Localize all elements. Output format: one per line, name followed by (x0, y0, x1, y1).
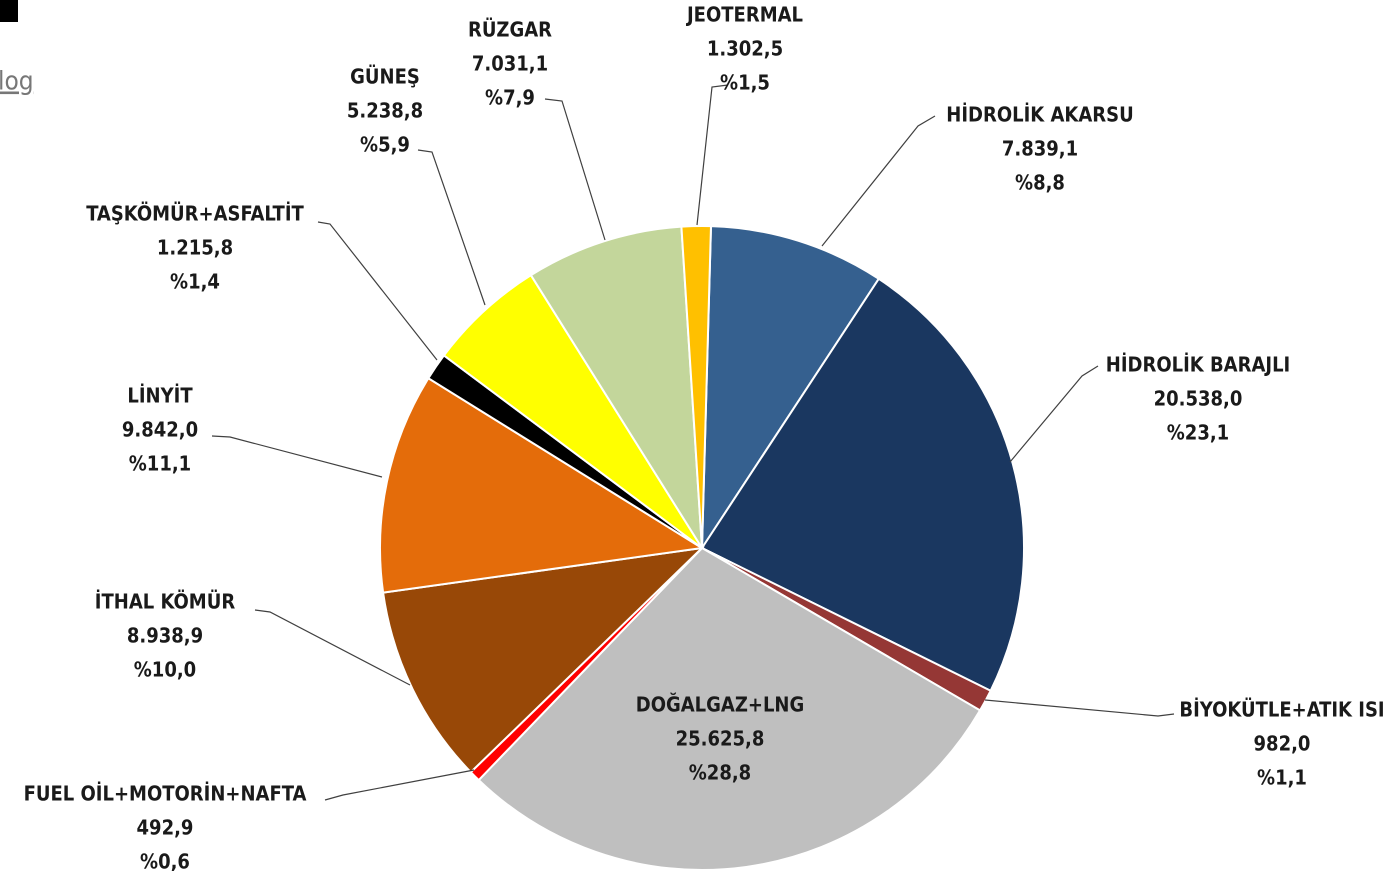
value-label: 1.215,8 (157, 236, 233, 260)
slice-label: HİDROLİK AKARSU (946, 103, 1133, 127)
value-label: 982,0 (1254, 732, 1311, 756)
percent-label: %1,5 (720, 71, 770, 95)
pie-slice (680, 225, 713, 549)
percent-label: %8,8 (1015, 171, 1065, 195)
leader-line (696, 84, 729, 226)
leader-line (324, 769, 475, 801)
value-label: 8.938,9 (127, 624, 203, 648)
percent-label: %11,1 (129, 452, 191, 476)
slice-label: HİDROLİK BARAJLI (1106, 353, 1290, 377)
leader-line (1009, 365, 1099, 463)
slice-label: GÜNEŞ (350, 65, 420, 89)
percent-label: %0,6 (140, 850, 190, 871)
pie-slice (700, 225, 881, 552)
percent-label: %7,9 (485, 86, 535, 110)
leader-line (317, 221, 438, 361)
pie-slice (529, 225, 703, 549)
leader-line (544, 98, 606, 241)
leader-line (211, 435, 383, 478)
percent-label: %28,8 (689, 761, 751, 785)
slice-label: BİYOKÜTLE+ATIK ISI (1179, 698, 1384, 722)
percent-label: %1,1 (1257, 766, 1307, 790)
percent-label: %5,9 (360, 133, 410, 157)
value-label: 25.625,8 (676, 727, 765, 751)
pie-slice (477, 546, 982, 871)
percent-label: %23,1 (1167, 421, 1229, 445)
corner-block (0, 0, 18, 22)
slice-label: İTHAL KÖMÜR (95, 590, 236, 614)
leader-line (254, 609, 411, 686)
leader-line (821, 115, 936, 247)
link[interactable]: log (0, 67, 34, 97)
value-label: 20.538,0 (1154, 387, 1243, 411)
slice-label: LİNYİT (127, 384, 193, 408)
value-label: 5.238,8 (347, 99, 423, 123)
pie-slice (378, 376, 705, 594)
slice-label: DOĞALGAZ+LNG (636, 693, 805, 717)
percent-label: %10,0 (134, 658, 196, 682)
value-label: 492,9 (137, 816, 194, 840)
value-label: 7.839,1 (1002, 137, 1078, 161)
slice-label: JEOTERMAL (686, 3, 803, 27)
value-label: 1.302,5 (707, 37, 783, 61)
value-label: 9.842,0 (122, 418, 198, 442)
percent-label: %1,4 (170, 270, 220, 294)
leader-line (984, 699, 1175, 717)
value-label: 7.031,1 (472, 52, 548, 76)
pie-slice (381, 546, 705, 774)
slice-label: RÜZGAR (468, 18, 552, 42)
leader-line (417, 149, 486, 306)
slice-label: TAŞKÖMÜR+ASFALTİT (86, 202, 304, 226)
slice-label: FUEL OİL+MOTORİN+NAFTA (24, 782, 307, 806)
